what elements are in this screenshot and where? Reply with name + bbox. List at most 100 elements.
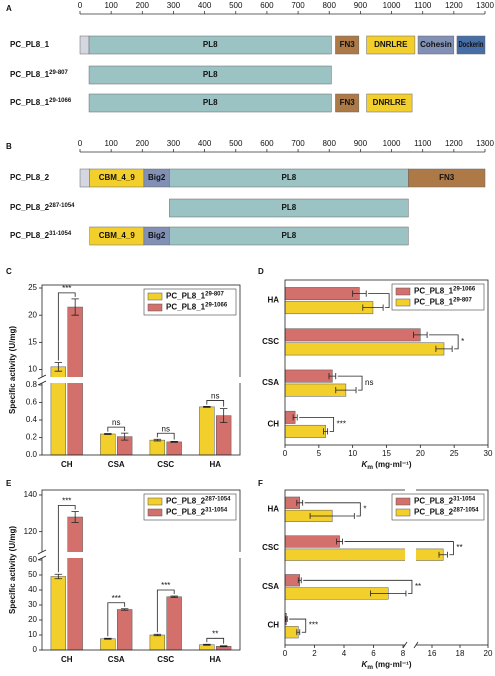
bar: [284, 369, 333, 383]
error-bar: [71, 298, 79, 316]
bar: [284, 424, 326, 438]
error-bar: [153, 633, 162, 637]
name: PC_PL8_2: [10, 173, 50, 182]
error-bar: [104, 637, 112, 640]
error-bar: [54, 362, 63, 372]
error-bar: [370, 590, 407, 597]
domain: [335, 35, 360, 55]
x-category-label: CSA: [108, 460, 125, 469]
domain: [408, 168, 486, 188]
error-bar: [203, 643, 211, 646]
significance-label: **: [456, 543, 462, 552]
break-mark: [37, 374, 47, 380]
significance-bracket: [107, 602, 126, 637]
bar: [284, 548, 444, 561]
ruler-tick-label: 500: [229, 139, 243, 148]
bar: [166, 596, 182, 651]
significance-label: **: [212, 629, 218, 638]
x-tick-label: 0: [283, 649, 288, 658]
bar: [116, 609, 133, 651]
bar: [284, 287, 360, 301]
break-mark: [37, 380, 47, 386]
protein-name: PC_PL8_129-1066: [10, 98, 72, 108]
bar: [50, 576, 67, 651]
y-tick-label: 30: [28, 600, 37, 609]
name: PC_PL8_1: [414, 298, 454, 307]
significance-label: ***: [309, 621, 318, 630]
error-bar: [54, 573, 63, 580]
ruler-tick-label: 1200: [445, 1, 463, 10]
error-bar: [120, 608, 129, 611]
significance-bracket: [337, 375, 363, 391]
plot-frame: [41, 284, 241, 456]
domain-label: PL8: [282, 173, 297, 182]
name-superscript: 29-807: [49, 70, 68, 76]
legend-swatch: [395, 497, 411, 506]
y-tick-label: 0.2: [26, 433, 38, 442]
x-axis-label: Km (mg·ml⁻¹): [362, 460, 412, 471]
error-bar: [292, 414, 298, 421]
ruler-tick-label: 1300: [476, 139, 494, 148]
domain-label: PL8: [203, 40, 218, 49]
y-category-label: CH: [267, 621, 279, 630]
legend-swatch: [395, 298, 411, 307]
domain-label: PL8: [282, 203, 297, 212]
domain-label: FN3: [340, 40, 356, 49]
ruler-tick-label: 1000: [383, 139, 401, 148]
name-superscript: 287-1054: [453, 507, 479, 513]
x-tick-label: 4: [342, 649, 347, 658]
domain: [335, 93, 360, 113]
name-superscript: 29-1066: [49, 98, 72, 104]
domain-label: Cohesin: [420, 40, 452, 49]
name: PC_PL8_2: [10, 231, 50, 240]
x-axis-label-part: K: [362, 660, 369, 669]
significance-bracket: [299, 416, 335, 432]
error-bar: [285, 616, 288, 622]
x-tick-label: 18: [456, 649, 465, 658]
domain-label: DNRLRE: [373, 98, 407, 107]
x-tick-label: 6: [371, 649, 376, 658]
protein-name: PC_PL8_129-807: [10, 70, 68, 80]
name: PC_PL8_1: [10, 98, 50, 107]
domain: [79, 168, 90, 188]
domain: [88, 65, 332, 85]
y-category-label: CSC: [262, 337, 279, 346]
error-bar: [352, 290, 367, 297]
x-category-label: CH: [61, 655, 73, 664]
y-tick-label: 25: [28, 283, 37, 292]
ruler-tick-label: 1000: [383, 1, 401, 10]
error-bar: [153, 438, 162, 442]
ruler-tick-label: 100: [104, 1, 118, 10]
significance-bracket: [156, 432, 175, 440]
ruler-tick-label: 200: [136, 139, 150, 148]
name-superscript: 29-1066: [205, 302, 228, 308]
significance-label: ns: [162, 424, 170, 433]
significance-bracket: [289, 618, 307, 633]
domain-label: Dockerin: [458, 40, 483, 49]
bar: [284, 574, 300, 587]
error-bar: [120, 432, 129, 441]
plot-frame: [284, 489, 489, 646]
bar: [284, 328, 421, 342]
y-category-label: HA: [267, 296, 279, 305]
significance-label: *: [461, 337, 464, 346]
error-bar: [323, 428, 329, 435]
domain-label: CBM_4_9: [99, 173, 136, 182]
error-bar: [170, 441, 178, 443]
significance-label: ***: [62, 497, 71, 506]
x-axis-label-part: K: [362, 460, 369, 469]
ruler-tick-label: 0: [78, 1, 83, 10]
significance-label: ***: [62, 284, 71, 293]
name: PC_PL8_2: [166, 497, 206, 506]
ruler-tick-label: 1200: [445, 139, 463, 148]
y-tick-label: 60: [28, 555, 37, 564]
significance-bracket: [57, 505, 76, 573]
significance-bracket: [368, 293, 390, 309]
y-tick-label: 40: [28, 585, 37, 594]
x-tick-label: 10: [348, 449, 357, 458]
significance-label: **: [415, 582, 421, 591]
ruler-tick-label: 300: [167, 139, 181, 148]
ruler-tick-label: 600: [260, 1, 274, 10]
domain: [366, 93, 413, 113]
y-category-label: CSA: [262, 582, 279, 591]
